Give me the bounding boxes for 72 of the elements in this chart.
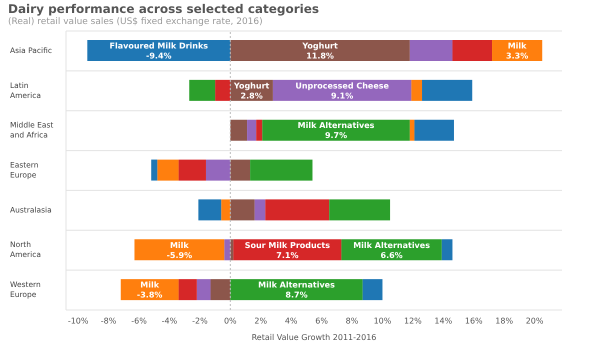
bar [256,120,262,141]
bar [411,80,422,101]
bar [230,199,255,220]
bar [196,279,211,300]
series-label: Flavoured Milk Drinks [110,42,208,50]
bar [178,279,197,300]
bar [422,80,472,101]
bar [442,239,452,260]
data-label: 6.6% [380,250,403,260]
data-label: 7.1% [276,250,298,260]
series-label: Milk Alternatives [298,121,375,130]
bar [210,279,230,300]
bar [189,80,216,101]
data-label: 8.7% [285,290,308,300]
bar [230,120,248,141]
series-label: Milk [508,42,528,50]
bar [134,239,224,260]
data-label: 9.7% [324,131,348,140]
bar [215,80,230,101]
text: Milk Alternatives [258,280,335,290]
x-tick-label: -10% [68,316,89,326]
bar [230,40,410,61]
x-tick-label: 0% [224,316,238,326]
bar [410,40,452,61]
x-tick-label: 2% [254,316,268,326]
series-label: Yoghurt [301,42,338,50]
text: Yoghurt [234,81,270,90]
x-tick-label: -6% [131,316,148,326]
bar [410,120,414,141]
series-label: Sour Milk Products [244,240,330,250]
bar [178,160,206,181]
x-tick-label: -8% [100,316,117,326]
x-tick-label: 14% [434,316,453,326]
x-tick-label: 10% [374,316,392,326]
bar [329,199,390,220]
x-tick-label: -2% [192,316,208,326]
x-tick-label: -4% [162,316,178,326]
bar [362,279,382,300]
bar [230,160,250,181]
series-label: Unprocessed Cheese [295,81,390,90]
x-tick-label: 8% [346,316,359,326]
text: Milk [170,240,189,250]
data-label: 3.3% [506,52,528,60]
data-label: -9.4% [146,52,172,60]
x-tick-label: 20% [526,316,544,326]
bar [157,160,179,181]
x-axis-title: Retail Value Growth 2011-2016 [252,333,376,342]
bar [452,40,492,61]
bar [414,120,454,141]
text: Milk Alternatives [353,240,430,250]
bar [254,199,266,220]
chart-title: Dairy performance across selected categories [7,1,320,16]
bar [247,120,256,141]
x-tick-label: 4% [284,316,298,326]
bar [250,160,312,181]
data-label: 9.1% [331,91,354,100]
x-tick-label: 6% [315,316,328,326]
bar [265,199,330,220]
bar [198,199,222,220]
x-tick-label: 16% [464,316,484,326]
data-label: 11.8% [306,52,334,60]
chart-subtitle: (Real) retail value sales (US$ fixed exchange rate, 2016) [7,16,264,29]
bar [206,160,230,181]
x-tick-label: 12% [404,316,422,326]
x-tick-label: 18% [495,316,514,326]
data-label: 2.8% [240,91,263,100]
data-label: -5.9% [166,250,192,260]
data-label: -3.8% [136,290,162,300]
text: Milk [140,280,160,290]
bar [224,239,230,260]
bar [221,199,230,220]
bar [151,160,158,181]
